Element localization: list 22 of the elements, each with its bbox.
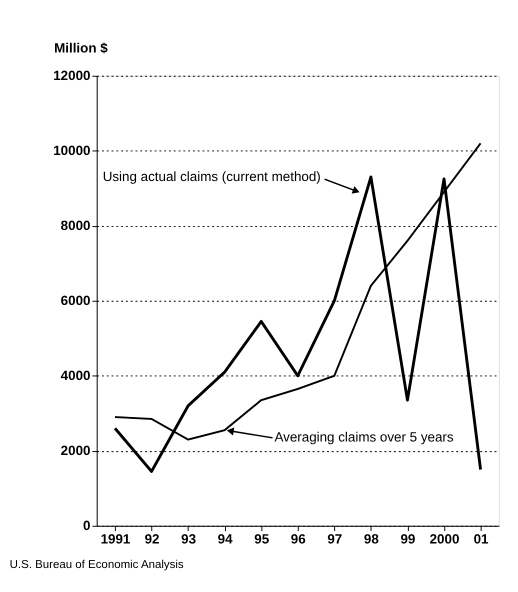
x-tick-label: 92: [144, 532, 160, 547]
y-tick-label: 4000: [60, 368, 90, 384]
x-tick-label: 97: [327, 532, 342, 547]
annotation: Using actual claims (current method): [102, 169, 321, 184]
x-tick-label: 96: [290, 532, 306, 547]
x-tick-label: 95: [254, 532, 270, 547]
y-tick-label: 6000: [60, 293, 90, 308]
y-tick-label: 12000: [53, 68, 90, 84]
x-tick-label: 2000: [430, 532, 460, 547]
x-tick-label: 99: [400, 532, 416, 547]
x-tick-label: 94: [218, 532, 234, 547]
y-tick-label: 0: [83, 518, 90, 534]
y-tick-label: 2000: [60, 443, 90, 458]
x-tick-label: 98: [364, 532, 380, 547]
x-tick-label: 93: [181, 532, 196, 547]
text: U.S. Bureau of Economic Analysis: [10, 558, 184, 571]
annotation: Averaging claims over 5 years: [274, 430, 454, 445]
y-tick-label: 10000: [53, 143, 90, 158]
x-tick-label: 1991: [100, 532, 131, 547]
y-axis-title: Million $: [54, 40, 108, 56]
y-tick-label: 8000: [60, 218, 90, 234]
x-tick-label: 01: [474, 532, 490, 547]
